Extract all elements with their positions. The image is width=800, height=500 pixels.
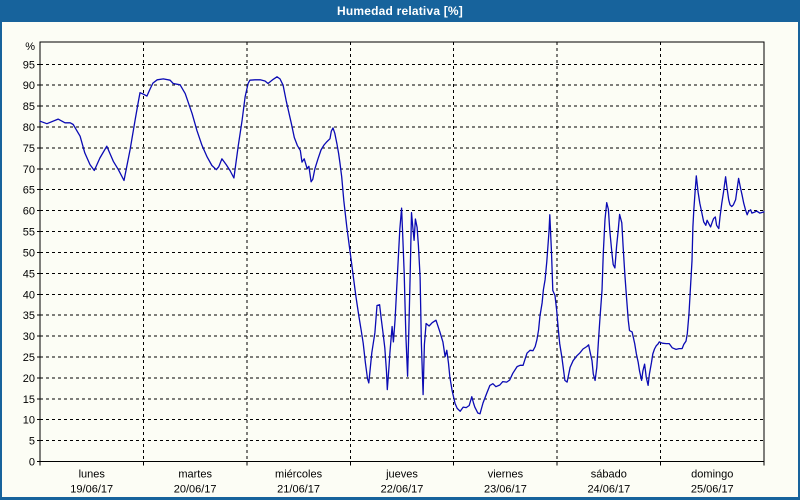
x-day-name-label: martes bbox=[178, 469, 212, 481]
x-day-date-label: 20/06/17 bbox=[174, 484, 217, 496]
humidity-line bbox=[39, 76, 765, 415]
x-day-date-label: 23/06/17 bbox=[484, 484, 527, 496]
y-tick-label: 70 bbox=[23, 164, 35, 176]
y-tick-label: 20 bbox=[23, 373, 35, 385]
y-tick-label: 75 bbox=[23, 143, 35, 155]
x-day-name-label: miércoles bbox=[275, 469, 323, 481]
y-tick-label: 60 bbox=[23, 206, 35, 218]
x-day-date-label: 19/06/17 bbox=[70, 484, 113, 496]
y-tick-label: 85 bbox=[23, 101, 35, 113]
x-day-name-label: sábado bbox=[591, 469, 627, 481]
plot-border bbox=[39, 41, 765, 462]
y-tick-label: 40 bbox=[23, 289, 35, 301]
y-tick-label: 95 bbox=[23, 59, 35, 71]
y-axis-unit-label: % bbox=[25, 41, 35, 53]
y-tick-label: 35 bbox=[23, 310, 35, 322]
x-day-name-label: lunes bbox=[79, 469, 106, 481]
y-tick-label: 45 bbox=[23, 268, 35, 280]
y-tick-label: 50 bbox=[23, 247, 35, 259]
x-day-name-label: viernes bbox=[488, 469, 524, 481]
y-tick-label: 5 bbox=[29, 436, 35, 448]
y-tick-label: 25 bbox=[23, 352, 35, 364]
y-tick-label: 65 bbox=[23, 185, 35, 197]
y-tick-label: 15 bbox=[23, 394, 35, 406]
y-tick-label: 30 bbox=[23, 331, 35, 343]
window-title: Humedad relativa [%] bbox=[2, 0, 798, 22]
x-day-date-label: 21/06/17 bbox=[277, 484, 320, 496]
y-tick-label: 55 bbox=[23, 227, 35, 239]
x-day-date-label: 25/06/17 bbox=[691, 484, 734, 496]
x-day-date-label: 24/06/17 bbox=[587, 484, 630, 496]
x-day-name-label: jueves bbox=[385, 469, 418, 481]
x-day-date-label: 22/06/17 bbox=[381, 484, 424, 496]
y-tick-label: 80 bbox=[23, 122, 35, 134]
y-tick-label: 90 bbox=[23, 80, 35, 92]
y-tick-label: 10 bbox=[23, 415, 35, 427]
y-tick-label: 0 bbox=[29, 457, 35, 469]
x-day-name-label: domingo bbox=[691, 469, 733, 481]
